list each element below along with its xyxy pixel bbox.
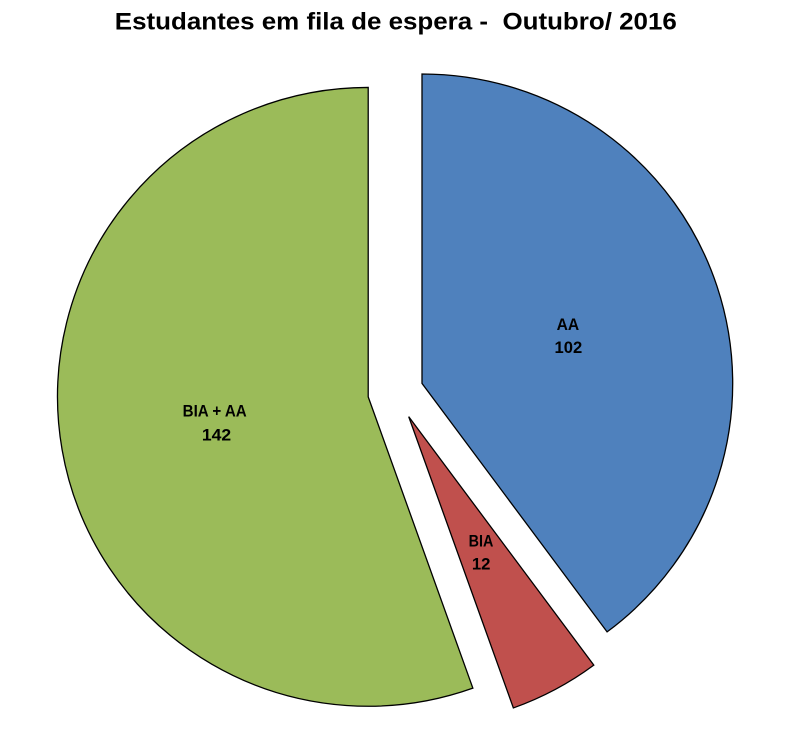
svg-text:12: 12 bbox=[472, 555, 491, 574]
svg-text:AA: AA bbox=[557, 315, 580, 334]
svg-text:Estudantes em fila de espera -: Estudantes em fila de espera - Outubro/ … bbox=[115, 8, 677, 35]
svg-text:BIA + AA: BIA + AA bbox=[183, 402, 247, 421]
svg-text:142: 142 bbox=[202, 425, 231, 444]
svg-text:102: 102 bbox=[555, 338, 583, 357]
svg-text:BIA: BIA bbox=[469, 532, 494, 551]
